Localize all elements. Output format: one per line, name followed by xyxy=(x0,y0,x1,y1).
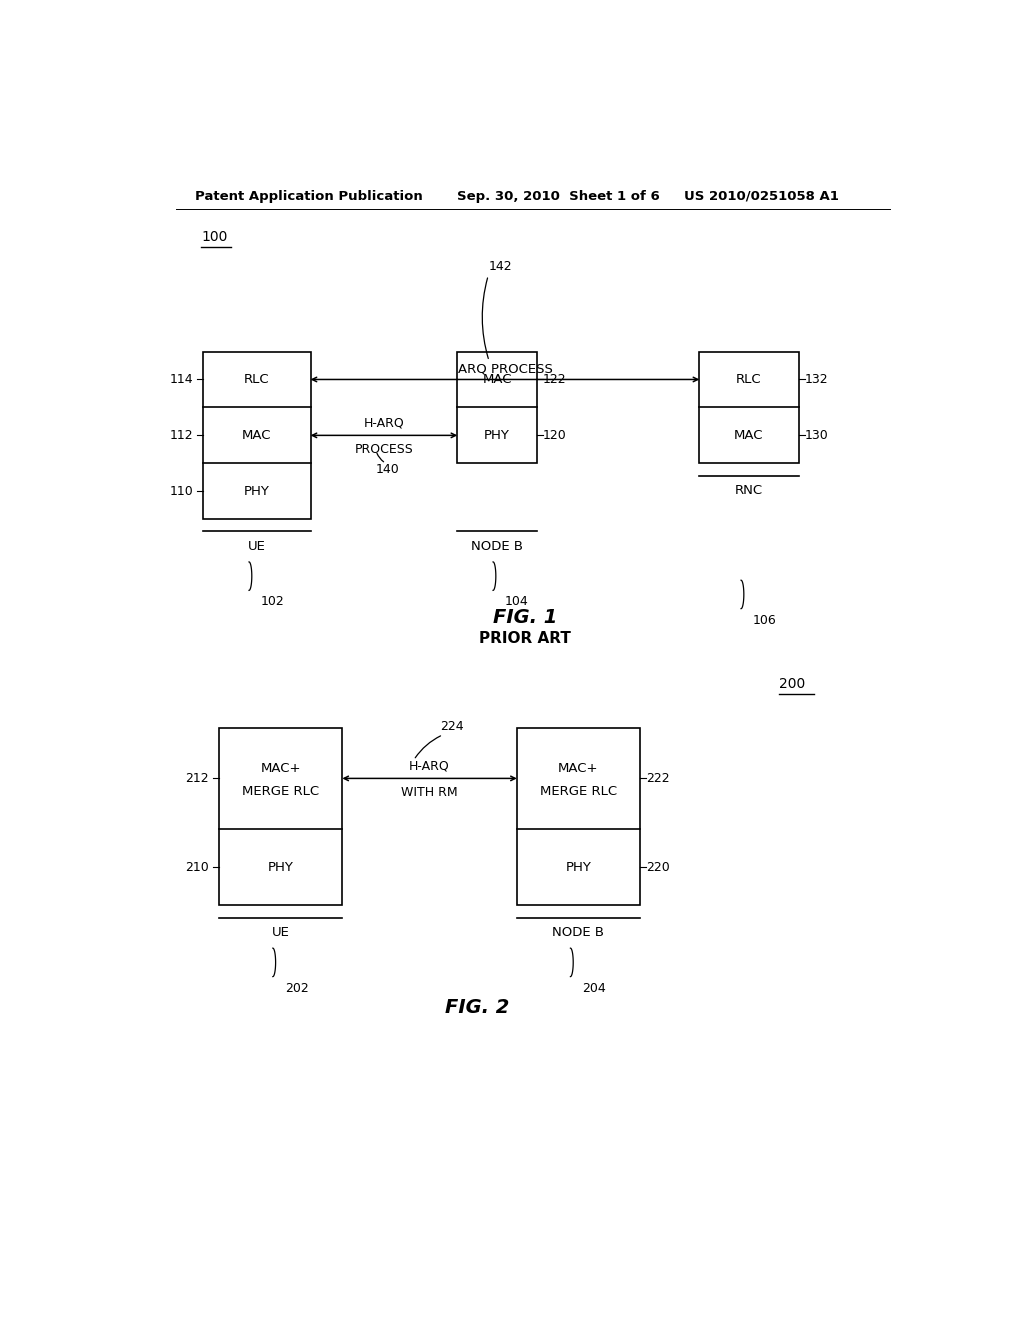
Bar xyxy=(204,351,310,519)
Text: PHY: PHY xyxy=(244,484,270,498)
Text: 120: 120 xyxy=(543,429,567,442)
Text: NODE B: NODE B xyxy=(552,927,604,940)
Text: RLC: RLC xyxy=(244,374,269,385)
Text: MAC: MAC xyxy=(243,429,271,442)
Text: FIG. 2: FIG. 2 xyxy=(445,998,509,1016)
Text: 114: 114 xyxy=(169,374,194,385)
Text: 202: 202 xyxy=(285,982,308,995)
Text: 122: 122 xyxy=(543,374,566,385)
Text: PHY: PHY xyxy=(268,861,294,874)
Text: 142: 142 xyxy=(488,260,512,273)
Text: H-ARQ: H-ARQ xyxy=(364,417,404,430)
Text: 100: 100 xyxy=(201,230,227,244)
Text: 102: 102 xyxy=(261,595,285,609)
Text: MAC: MAC xyxy=(482,374,512,385)
Text: MAC+: MAC+ xyxy=(558,762,599,775)
Text: 140: 140 xyxy=(376,463,399,477)
Text: US 2010/0251058 A1: US 2010/0251058 A1 xyxy=(684,190,839,202)
Text: 130: 130 xyxy=(805,429,828,442)
Text: PROCESS: PROCESS xyxy=(354,444,414,457)
Text: RLC: RLC xyxy=(736,374,762,385)
Text: PRIOR ART: PRIOR ART xyxy=(479,631,570,645)
Text: ARQ PROCESS: ARQ PROCESS xyxy=(458,363,552,376)
Text: 200: 200 xyxy=(778,677,805,690)
Text: 106: 106 xyxy=(753,614,777,627)
Text: RNC: RNC xyxy=(735,484,763,498)
Text: FIG. 1: FIG. 1 xyxy=(493,609,557,627)
Text: MAC+: MAC+ xyxy=(260,762,301,775)
Bar xyxy=(699,351,799,463)
Text: 104: 104 xyxy=(505,595,528,609)
Text: MERGE RLC: MERGE RLC xyxy=(243,785,319,799)
Text: Sep. 30, 2010  Sheet 1 of 6: Sep. 30, 2010 Sheet 1 of 6 xyxy=(458,190,660,202)
Text: Patent Application Publication: Patent Application Publication xyxy=(196,190,423,202)
Text: UE: UE xyxy=(271,927,290,940)
Text: MAC: MAC xyxy=(734,429,764,442)
Text: 224: 224 xyxy=(440,719,464,733)
Bar xyxy=(219,727,342,906)
Text: 132: 132 xyxy=(805,374,828,385)
Text: MERGE RLC: MERGE RLC xyxy=(540,785,616,799)
Text: 210: 210 xyxy=(185,861,209,874)
Text: 204: 204 xyxy=(583,982,606,995)
Text: 222: 222 xyxy=(646,772,670,785)
Text: 220: 220 xyxy=(646,861,670,874)
Text: PHY: PHY xyxy=(565,861,591,874)
Bar xyxy=(458,351,537,463)
Text: 212: 212 xyxy=(185,772,209,785)
Text: PHY: PHY xyxy=(484,429,510,442)
Text: NODE B: NODE B xyxy=(471,540,523,553)
Text: WITH RM: WITH RM xyxy=(401,787,458,799)
Text: 112: 112 xyxy=(169,429,194,442)
Text: 110: 110 xyxy=(169,484,194,498)
Text: H-ARQ: H-ARQ xyxy=(410,760,450,772)
Text: UE: UE xyxy=(248,540,266,553)
Bar xyxy=(517,727,640,906)
